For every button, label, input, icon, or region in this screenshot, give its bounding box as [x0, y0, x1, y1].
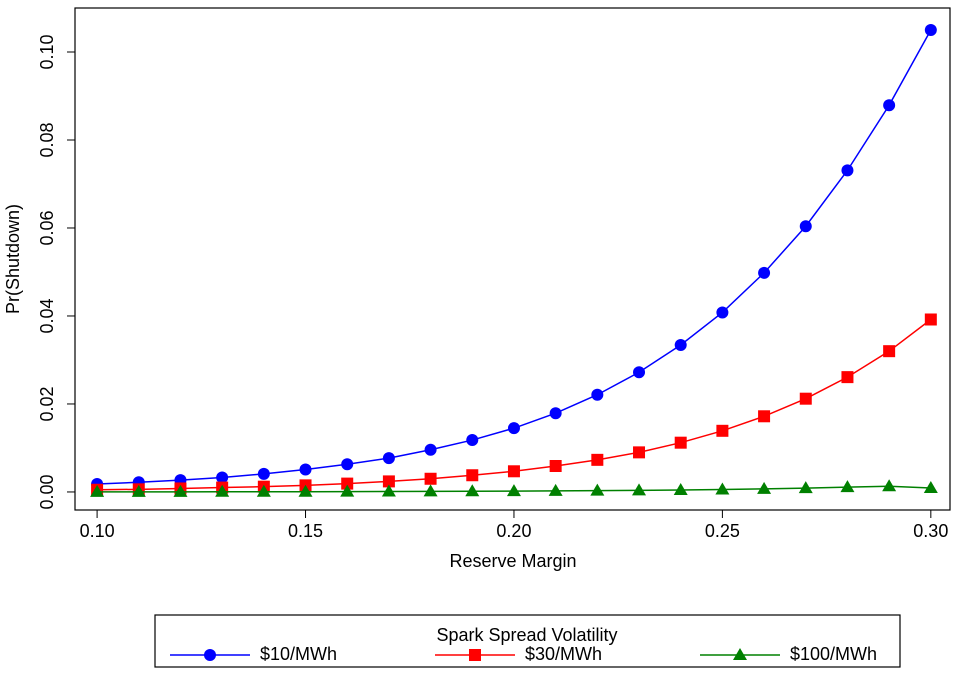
data-point [883, 345, 896, 358]
x-tick-label: 0.30 [913, 521, 948, 541]
legend-box [154, 614, 901, 668]
data-point [715, 482, 730, 495]
x-axis-label: Reserve Margin [449, 551, 576, 571]
data-point [633, 366, 646, 379]
data-point [382, 475, 395, 488]
data-point [341, 458, 354, 471]
y-tick-label: 0.02 [37, 386, 57, 421]
data-point [924, 313, 937, 326]
data-point [591, 388, 604, 401]
data-point [216, 471, 229, 484]
legend-marker [733, 648, 747, 660]
data-point [340, 484, 355, 497]
data-point [633, 446, 646, 459]
data-point [758, 410, 771, 423]
legend-title: Spark Spread Volatility [436, 625, 617, 645]
plot-frame [74, 7, 951, 511]
x-tick-label: 0.10 [80, 521, 115, 541]
legend-label: $100/MWh [790, 644, 877, 664]
data-point [799, 220, 812, 233]
legend-label: $10/MWh [260, 644, 337, 664]
data-point [382, 452, 395, 465]
data-point [590, 483, 605, 496]
data-point [923, 481, 938, 494]
data-point [131, 484, 146, 497]
y-tick-label: 0.04 [37, 298, 57, 333]
data-point [883, 99, 896, 112]
data-point [840, 480, 855, 493]
data-point [341, 477, 354, 490]
data-point [507, 422, 520, 435]
data-point [716, 424, 729, 437]
data-point [507, 465, 520, 478]
data-point [465, 484, 480, 497]
y-tick-label: 0.10 [37, 34, 57, 69]
data-point [841, 371, 854, 384]
data-point [757, 481, 772, 494]
data-point [841, 164, 854, 177]
series-line [97, 29, 932, 485]
data-point [673, 482, 688, 495]
data-point [549, 407, 562, 420]
data-point [674, 436, 687, 449]
data-point [758, 266, 771, 279]
y-tick-label: 0.06 [37, 210, 57, 245]
data-point [257, 467, 270, 480]
data-point [424, 472, 437, 485]
data-point [506, 484, 521, 497]
data-point [215, 484, 230, 497]
data-point [924, 23, 937, 36]
legend-marker [204, 649, 216, 661]
data-point [549, 460, 562, 473]
data-point [716, 306, 729, 319]
y-axis-label: Pr(Shutdown) [3, 204, 23, 314]
data-point [882, 479, 897, 492]
data-point [424, 443, 437, 456]
data-point [798, 481, 813, 494]
data-point [799, 392, 812, 405]
x-tick-label: 0.20 [496, 521, 531, 541]
data-point [591, 453, 604, 466]
y-tick-label: 0.00 [37, 474, 57, 509]
data-point [90, 484, 105, 497]
data-point [298, 484, 313, 497]
data-point [466, 434, 479, 447]
data-point [256, 484, 271, 497]
x-tick-label: 0.15 [288, 521, 323, 541]
y-tick-label: 0.08 [37, 122, 57, 157]
data-point [299, 463, 312, 476]
data-point [548, 483, 563, 496]
data-point [466, 469, 479, 482]
data-point [674, 339, 687, 352]
data-point [423, 484, 438, 497]
data-point [381, 484, 396, 497]
legend-marker [469, 649, 481, 661]
legend-label: $30/MWh [525, 644, 602, 664]
data-point [173, 484, 188, 497]
data-point [632, 483, 647, 496]
x-tick-label: 0.25 [705, 521, 740, 541]
